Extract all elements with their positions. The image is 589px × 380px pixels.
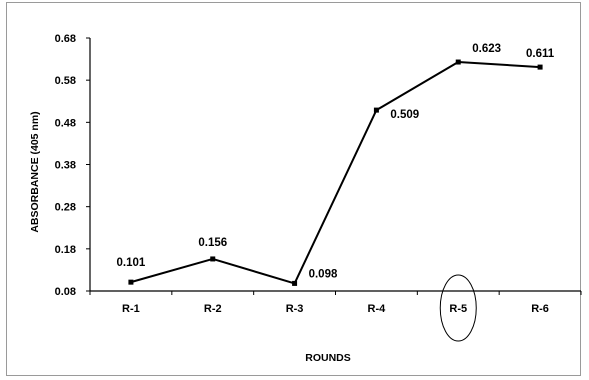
data-point	[373, 107, 379, 113]
y-axis-title: ABSORBANCE (405 nm)	[29, 111, 41, 232]
x-tick-label: R-1	[122, 303, 140, 315]
y-tick-label: 0.38	[55, 160, 76, 172]
y-tick-label: 0.58	[55, 75, 76, 87]
y-tick-labels: 0.08 0.18 0.28 0.38 0.48 0.58 0.68	[55, 33, 76, 298]
category-highlight	[439, 274, 477, 342]
x-tick-label: R-5	[449, 303, 467, 315]
data-label: 0.611	[526, 48, 555, 60]
data-label: 0.156	[198, 237, 227, 249]
y-tick-label: 0.08	[55, 286, 76, 298]
data-point	[537, 64, 543, 70]
chart-axes	[86, 37, 582, 295]
y-tick-label: 0.18	[55, 244, 76, 256]
x-axis-title: ROUNDS	[305, 352, 351, 364]
data-labels: 0.101 0.156 0.098 0.509 0.623 0.611	[117, 43, 555, 280]
data-point	[455, 59, 461, 65]
data-point	[128, 279, 134, 285]
highlight-ellipse	[439, 274, 477, 342]
x-tick-label: R-4	[368, 303, 387, 315]
y-tick-label: 0.28	[55, 202, 76, 214]
data-label: 0.623	[472, 43, 501, 55]
y-tick-label: 0.48	[55, 117, 76, 129]
x-tick-label: R-6	[531, 303, 549, 315]
data-point	[292, 280, 298, 286]
data-label: 0.101	[117, 257, 146, 269]
series-line	[128, 59, 543, 286]
x-tick-labels: R-1 R-2 R-3 R-4 R-5 R-6	[122, 303, 549, 315]
series-polyline	[130, 61, 541, 285]
y-tick-label: 0.68	[55, 33, 76, 45]
data-label: 0.509	[390, 109, 419, 121]
x-tick-label: R-3	[286, 303, 304, 315]
data-label: 0.098	[309, 268, 338, 280]
x-tick-label: R-2	[204, 303, 222, 315]
data-point	[210, 256, 216, 262]
